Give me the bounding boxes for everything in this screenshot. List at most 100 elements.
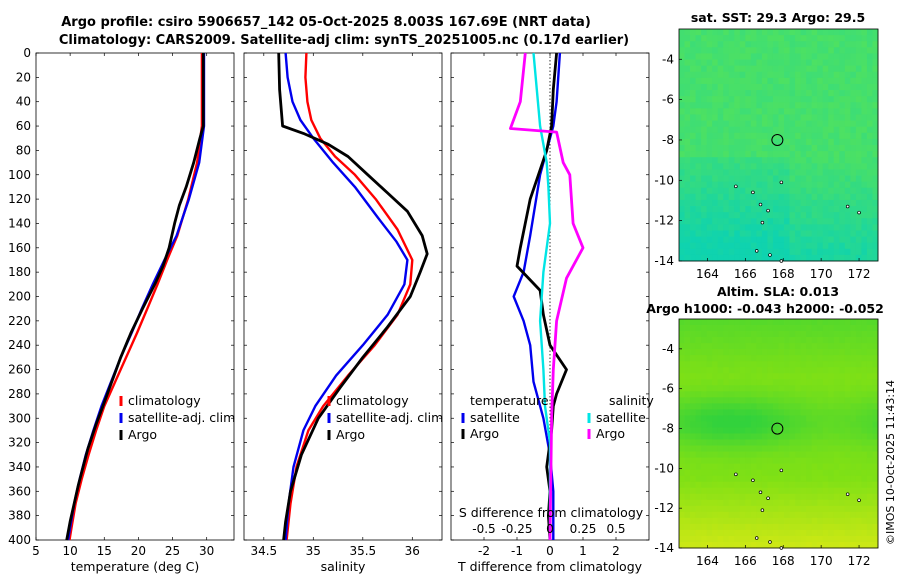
sla_map-cell <box>800 403 807 410</box>
sst_map-cell <box>679 224 685 231</box>
sst_map-cell <box>679 145 685 152</box>
sla_map-cell <box>828 385 835 392</box>
sst_map-cell <box>800 206 807 213</box>
sst_map-cell <box>828 236 835 244</box>
sla_map-cell <box>734 361 741 368</box>
sla_map-cell <box>806 511 813 519</box>
sla_map-cell <box>745 433 752 440</box>
sst_map-cell <box>772 35 779 42</box>
sla_map-cell <box>712 349 719 356</box>
sst_map-cell <box>701 71 708 79</box>
sla_map-cell <box>817 493 824 501</box>
sla_map-cell <box>739 397 746 404</box>
sla_map-cell <box>811 481 818 489</box>
sla_map-cell <box>817 505 824 513</box>
sst_map-cell <box>734 35 741 42</box>
sla_map-cell <box>734 325 741 332</box>
sst_map-cell <box>761 114 768 121</box>
sla_map-cell <box>717 529 724 537</box>
sst_map-cell <box>811 120 818 128</box>
sla_map-cell <box>690 427 696 434</box>
sst_map-cell <box>712 59 719 67</box>
sla_map-cell <box>866 367 873 374</box>
sla_map-cell <box>817 361 824 368</box>
sst_map-cell <box>822 230 829 237</box>
sst_map-cell <box>789 187 796 195</box>
sla_map-cell <box>795 499 802 507</box>
sla_map-cell <box>822 451 829 459</box>
sla_map-cell <box>800 457 807 465</box>
sla_map-cell <box>745 529 752 537</box>
sla_map-cell <box>795 367 802 374</box>
sla_map-cell <box>844 439 851 446</box>
sla_map-cell <box>833 451 840 459</box>
sst_map-cell <box>784 181 790 189</box>
sst_map-cell <box>690 90 696 97</box>
sst_map-cell <box>701 181 708 189</box>
sla_map-cell <box>817 523 824 531</box>
sst_map-cell <box>701 120 708 128</box>
sla_map-cell <box>695 529 702 537</box>
sla_map-cell <box>828 463 835 471</box>
sla_map-cell <box>679 325 685 332</box>
sst_map-cell <box>795 181 802 189</box>
sla_map-cell <box>784 535 790 543</box>
sla_map-cell <box>795 463 802 471</box>
sst_map-cell <box>745 163 752 170</box>
sst_map-cell <box>872 35 879 42</box>
sla_map-cell <box>712 469 719 477</box>
sla_map-cell <box>855 421 862 428</box>
sla_map-cell <box>745 535 752 543</box>
sla_map-cell <box>833 391 840 398</box>
sst_map-cell <box>784 47 790 54</box>
sla_map-cell <box>822 463 829 471</box>
sst_map-cell <box>767 138 774 146</box>
sla_map-cell <box>861 517 868 525</box>
sst_map-cell <box>806 218 813 225</box>
sst_map-cell <box>872 175 879 183</box>
sst_map-cell <box>739 132 746 140</box>
sst_map-cell <box>806 230 813 237</box>
sla_map-cell <box>811 349 818 356</box>
sla_map-cell <box>712 523 719 531</box>
sst_map-cell <box>756 102 763 109</box>
sst_map-cell <box>690 71 696 79</box>
sla_map-cell <box>772 403 779 410</box>
sst_map-cell <box>839 236 846 244</box>
sst_map-cell <box>756 218 763 225</box>
sst_map-cell <box>706 163 713 170</box>
sla_map-cell <box>861 373 868 380</box>
sst_map-cell <box>690 53 696 60</box>
sla_map-cell <box>690 517 696 525</box>
sla_map-cell <box>795 487 802 495</box>
sst_map-cell <box>800 47 807 54</box>
sla_map-cell <box>690 439 696 446</box>
sst_map-cell <box>712 53 719 60</box>
sla_map-cell <box>822 337 829 344</box>
sst_map-cell <box>784 35 790 42</box>
sst_map-cell <box>723 145 730 152</box>
sla_map-cell <box>839 361 846 368</box>
sst_map-cell <box>690 181 696 189</box>
sla_map-cell <box>828 487 835 495</box>
sla_map-cell <box>855 517 862 525</box>
sla_map-cell <box>712 397 719 404</box>
sla_map-cell <box>739 415 746 422</box>
sla_map-cell <box>784 361 790 368</box>
depth-tick-label: 200 <box>8 290 31 304</box>
sla_map-cell <box>789 505 796 513</box>
sla_map-cell <box>761 451 768 459</box>
sla_map-cell <box>861 433 868 440</box>
sla_map-cell <box>706 331 713 338</box>
sla_map-cell <box>800 355 807 362</box>
sst_map-cell <box>778 169 785 176</box>
sst_map-cell <box>717 212 724 219</box>
sst_map-cell <box>723 102 730 109</box>
sst_map-cell <box>712 108 719 115</box>
sst_map-cell <box>872 236 879 244</box>
sla_map-cell <box>850 511 857 519</box>
sla_map-cell <box>712 499 719 507</box>
sla_map-cell <box>701 457 708 465</box>
sst_map-cell <box>784 126 790 134</box>
sla_map-cell <box>772 469 779 477</box>
